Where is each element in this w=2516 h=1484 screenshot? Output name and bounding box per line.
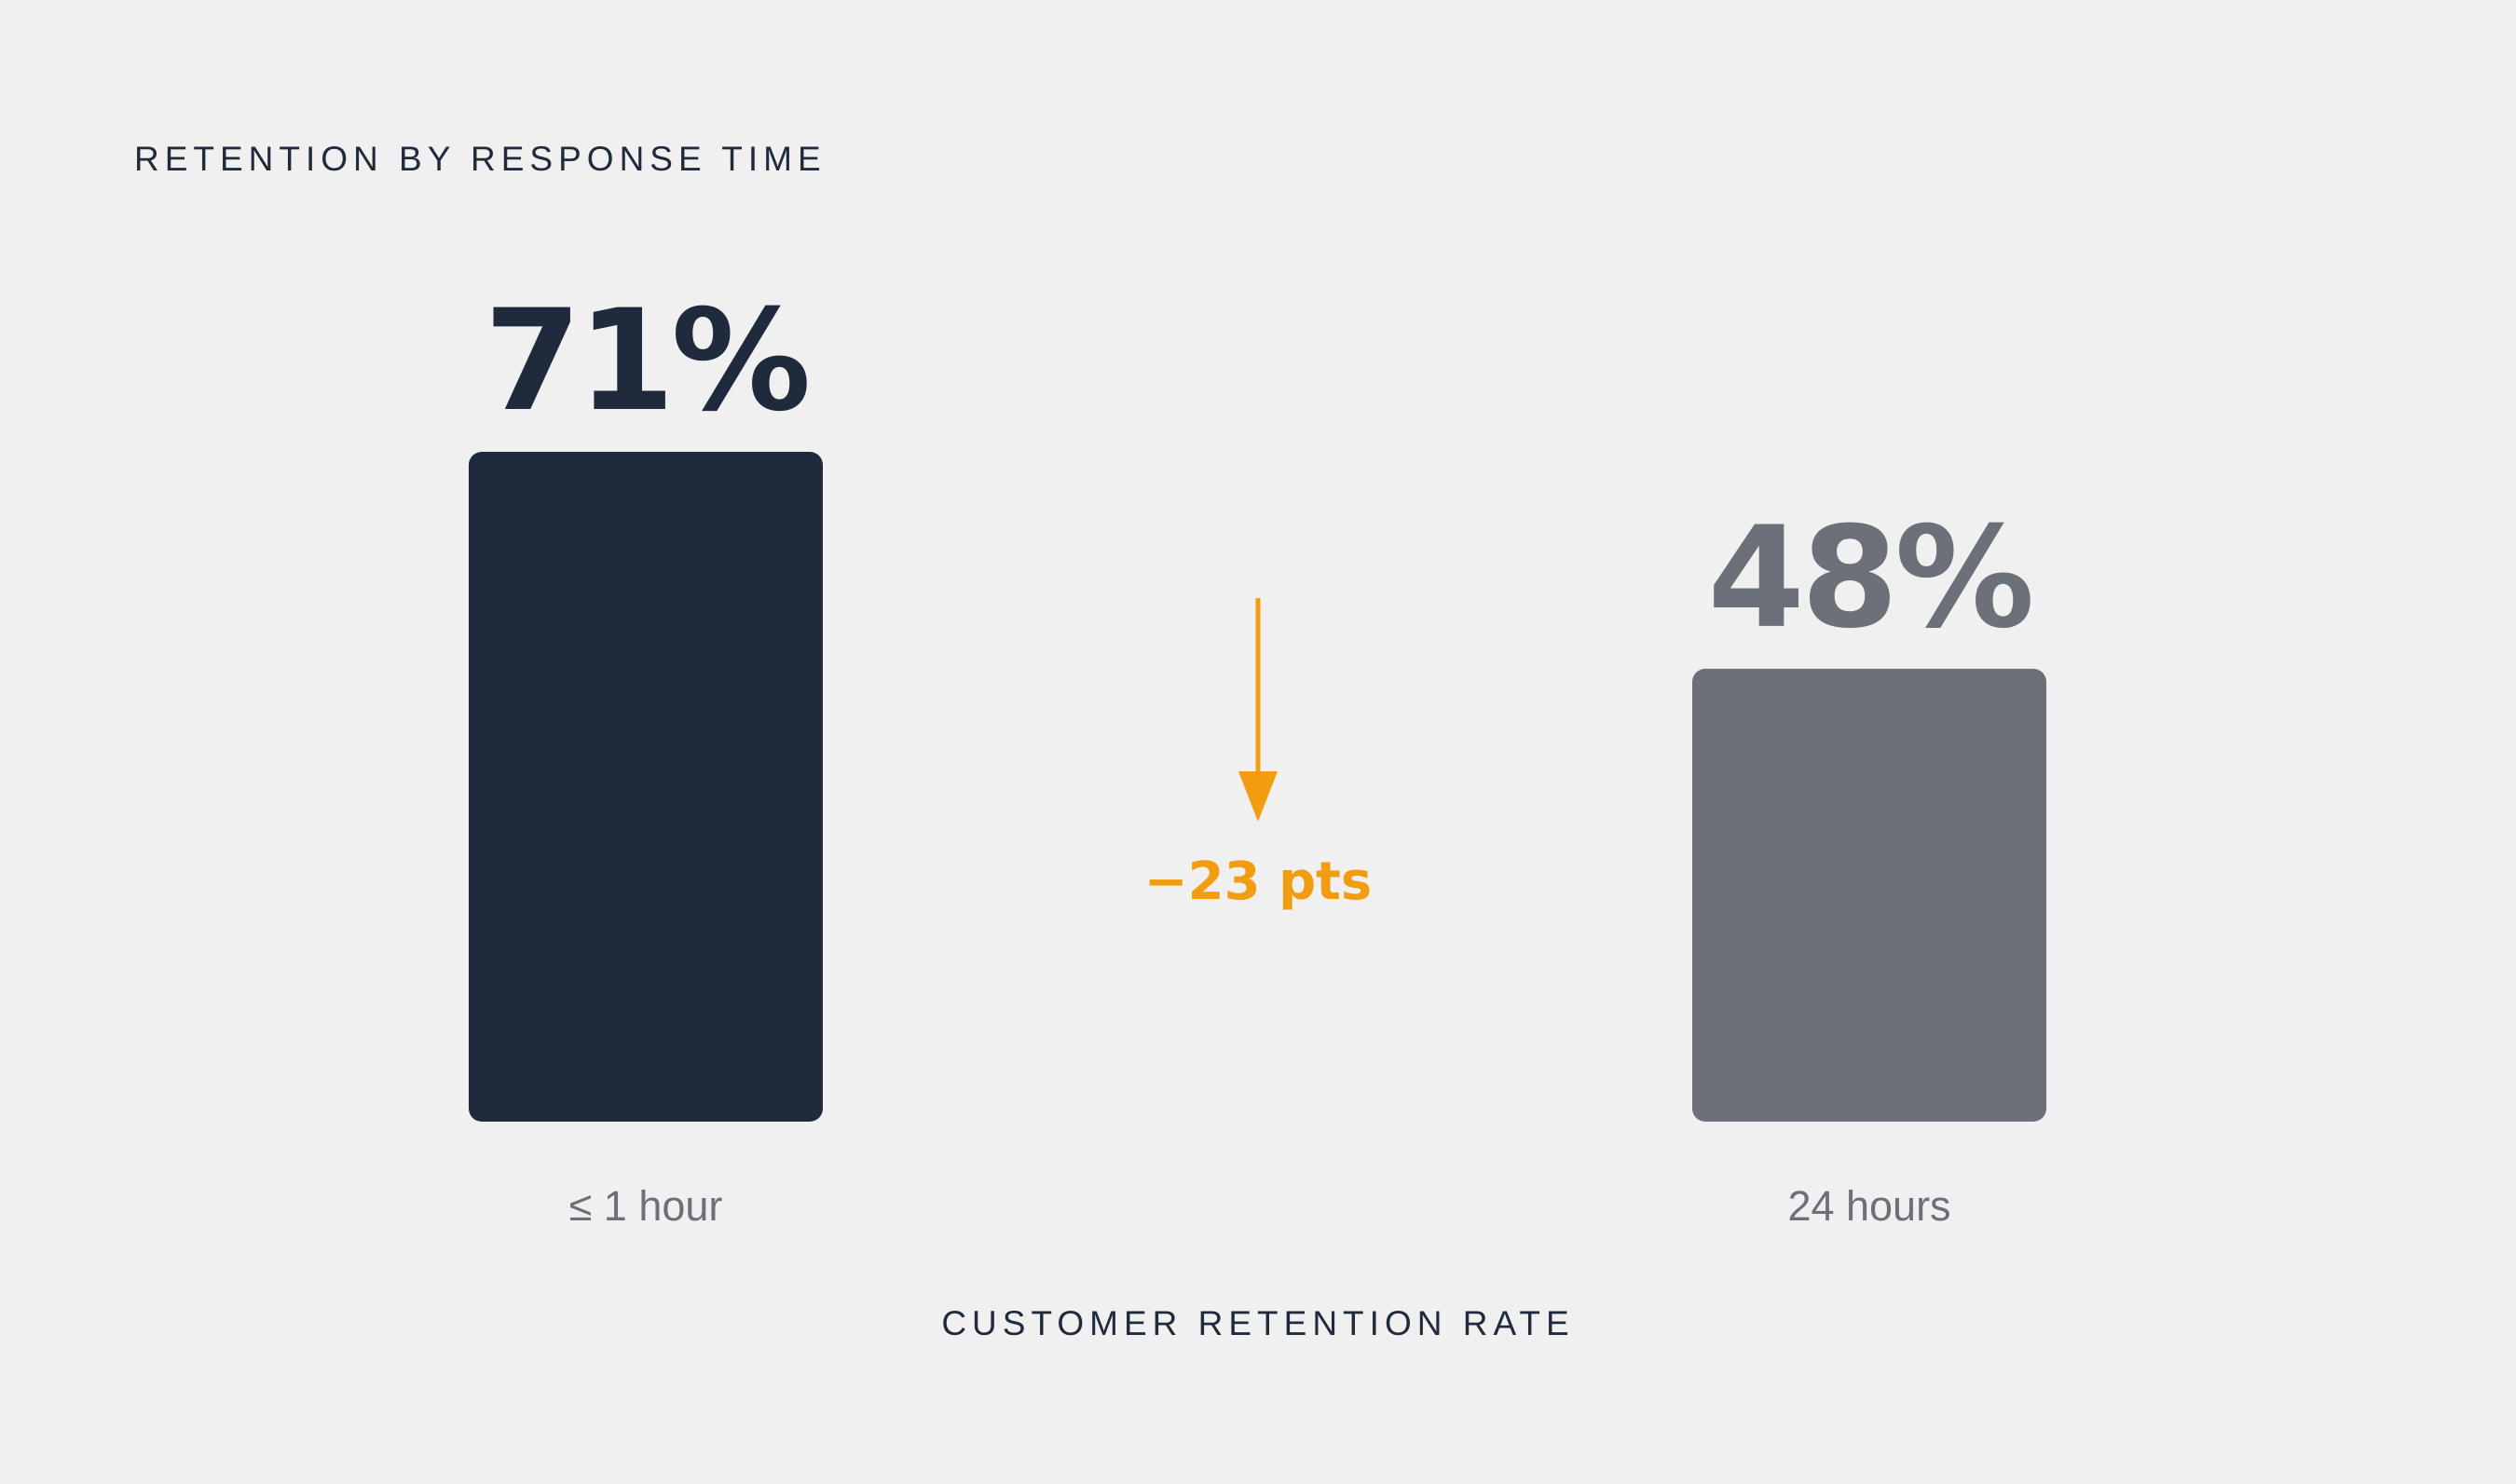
bar-2 — [1692, 668, 2046, 1122]
chart-title: RETENTION BY RESPONSE TIME — [134, 140, 827, 178]
down-arrow-icon — [1238, 771, 1278, 822]
bar-1 — [469, 452, 823, 1122]
x-axis-label: CUSTOMER RETENTION RATE — [941, 1304, 1574, 1342]
bars-group: 71% ≤ 1 hour 48% 24 hours — [469, 280, 2046, 1230]
bar-value-label-1: 71% — [484, 280, 807, 442]
category-label-1: ≤ 1 hour — [569, 1182, 723, 1230]
category-label-2: 24 hours — [1787, 1182, 1950, 1230]
bar-value-label-2: 48% — [1707, 497, 2031, 660]
delta-label: −23 pts — [1144, 851, 1373, 912]
delta-annotation: −23 pts — [1144, 598, 1373, 912]
